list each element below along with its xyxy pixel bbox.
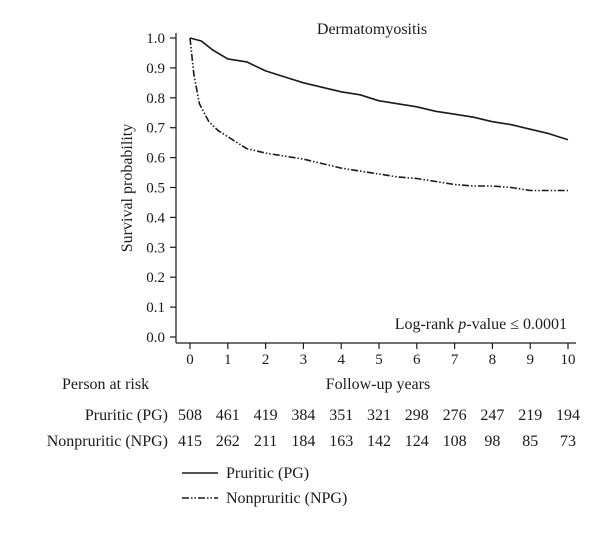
risk-count: 194 xyxy=(556,407,580,424)
risk-count: 508 xyxy=(178,407,202,424)
risk-count: 108 xyxy=(443,433,467,450)
x-tick-group: 0 1 2 3 4 5 6 7 8 9 10 xyxy=(186,343,576,368)
y-tick-label: 0.1 xyxy=(146,300,165,316)
x-tick-label: 10 xyxy=(561,352,576,368)
y-tick-label: 0.0 xyxy=(146,330,165,346)
y-tick-group: 0.0 0.1 0.2 0.3 0.4 0.5 0.6 0.7 0.8 0.9 1.0 xyxy=(146,31,176,346)
x-tick-label: 8 xyxy=(489,352,497,368)
y-tick-label: 0.3 xyxy=(146,240,165,256)
series-layer xyxy=(189,37,569,192)
risk-count: 384 xyxy=(291,407,315,424)
x-tick-label: 5 xyxy=(375,352,383,368)
y-tick-label: 0.5 xyxy=(146,181,165,197)
x-tick-label: 1 xyxy=(224,352,232,368)
risk-count: 419 xyxy=(254,407,278,424)
legend-label: Pruritic (PG) xyxy=(226,465,309,482)
y-tick-label: 0.6 xyxy=(146,151,165,167)
risk-count: 98 xyxy=(484,433,500,450)
risk-count: 163 xyxy=(329,433,353,450)
risk-count: 85 xyxy=(522,433,538,450)
risk-count: 73 xyxy=(560,433,576,450)
risk-count: 276 xyxy=(443,407,467,424)
risk-table: Pruritic (PG) 508 461 419 384 351 321 298 276 247… xyxy=(47,407,580,450)
risk-count: 184 xyxy=(291,433,315,450)
risk-count: 142 xyxy=(367,433,391,450)
legend: Pruritic (PG) Nonpruritic (NPG) xyxy=(182,465,347,507)
series-line-nonpruritic xyxy=(189,37,568,192)
risk-count: 247 xyxy=(480,407,504,424)
risk-count: 415 xyxy=(178,433,202,450)
chart-title: Dermatomyositis xyxy=(317,21,427,38)
risk-count: 124 xyxy=(405,433,429,450)
y-tick-label: 0.7 xyxy=(146,121,165,137)
risk-count: 262 xyxy=(216,433,240,450)
y-axis-label: Survival probability xyxy=(119,124,136,252)
x-axis-label: Follow-up years xyxy=(326,376,430,393)
logrank-annotation: Log-rank p-value ≤ 0.0001 xyxy=(395,316,567,333)
risk-count: 298 xyxy=(405,407,429,424)
risk-count: 461 xyxy=(216,407,240,424)
risk-count: 351 xyxy=(329,407,353,424)
risk-row-label: Pruritic (PG) xyxy=(85,407,168,424)
y-tick-label: 0.9 xyxy=(146,61,165,77)
x-tick-label: 9 xyxy=(526,352,534,368)
series-line-pruritic xyxy=(189,37,569,141)
y-tick-label: 0.2 xyxy=(146,270,165,286)
y-tick-label: 0.8 xyxy=(146,91,165,107)
x-tick-label: 0 xyxy=(186,352,194,368)
risk-row-label: Nonpruritic (NPG) xyxy=(47,433,168,450)
legend-label: Nonpruritic (NPG) xyxy=(226,490,347,507)
y-tick-label: 1.0 xyxy=(146,31,165,47)
risk-count: 219 xyxy=(518,407,542,424)
y-tick-label: 0.4 xyxy=(146,210,165,226)
risk-table-header: Person at risk xyxy=(62,376,149,393)
x-tick-label: 6 xyxy=(413,352,421,368)
x-tick-label: 3 xyxy=(300,352,308,368)
x-tick-label: 7 xyxy=(451,352,459,368)
risk-count: 321 xyxy=(367,407,391,424)
x-tick-label: 4 xyxy=(337,352,345,368)
risk-count: 211 xyxy=(254,433,277,450)
x-tick-label: 2 xyxy=(262,352,270,368)
